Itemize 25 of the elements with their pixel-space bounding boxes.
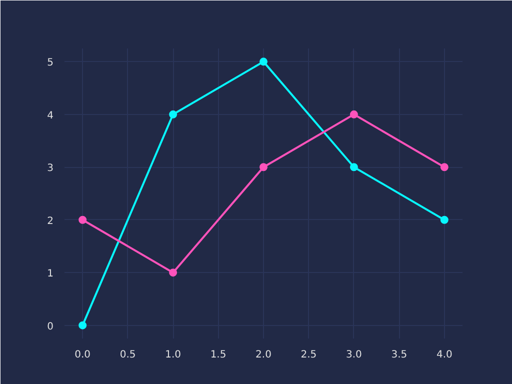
x-tick-label: 4.0 (436, 350, 452, 360)
x-tick-label: 3.5 (391, 350, 408, 360)
point (260, 58, 268, 66)
x-tick-label: 1.0 (165, 350, 181, 360)
point (350, 163, 358, 172)
x-tick-label: 1.5 (210, 350, 226, 360)
x-tick-label: 0.0 (74, 350, 91, 360)
y-tick-label: 2 (47, 216, 54, 227)
x-tick-label: 2.5 (300, 350, 317, 360)
y-tick-label: 5 (47, 58, 54, 69)
point (169, 110, 178, 118)
y-tick-label: 1 (47, 268, 54, 280)
point (169, 268, 178, 277)
x-tick-label: 0.5 (120, 350, 136, 360)
x-tick-label: 3.0 (346, 350, 362, 360)
point (350, 110, 358, 118)
point (440, 163, 448, 172)
point (260, 163, 268, 172)
y-tick-label: 3 (47, 163, 54, 174)
y-tick-label: 0 (47, 321, 54, 332)
point (440, 216, 448, 224)
point (78, 321, 87, 330)
x-tick-label: 2.0 (256, 350, 272, 360)
y-tick-label: 4 (47, 110, 54, 122)
point (78, 216, 87, 224)
